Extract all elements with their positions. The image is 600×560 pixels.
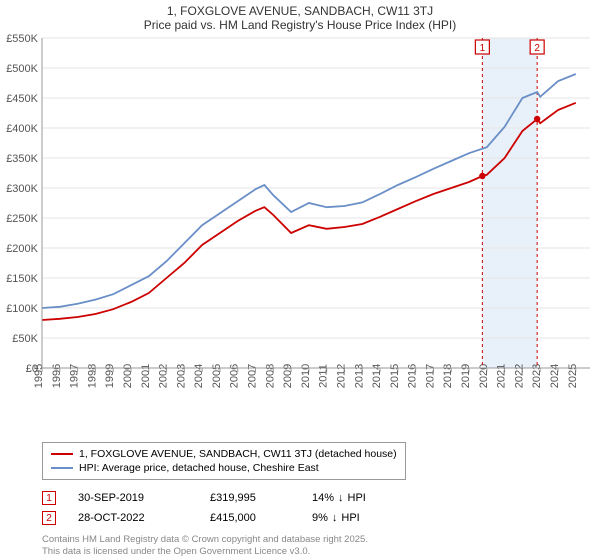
svg-text:2018: 2018 [442, 364, 454, 388]
svg-text:£300K: £300K [6, 183, 38, 195]
svg-text:£450K: £450K [6, 93, 38, 105]
chart-title-address: 1, FOXGLOVE AVENUE, SANDBACH, CW11 3TJ [0, 4, 600, 18]
svg-text:£500K: £500K [6, 63, 38, 75]
svg-text:2007: 2007 [247, 364, 259, 388]
sale-rows: 1 30-SEP-2019 £319,995 14% ↓ HPI 2 28-OC… [42, 488, 590, 528]
sale-delta: 14% ↓ HPI [312, 492, 366, 504]
chart-title-subtitle: Price paid vs. HM Land Registry's House … [0, 18, 600, 32]
svg-text:2012: 2012 [335, 364, 347, 388]
legend-row: HPI: Average price, detached house, Ches… [51, 461, 397, 475]
chart: £0£50K£100K£150K£200K£250K£300K£350K£400… [42, 38, 590, 398]
svg-text:2009: 2009 [282, 364, 294, 388]
legend-box: 1, FOXGLOVE AVENUE, SANDBACH, CW11 3TJ (… [42, 442, 406, 480]
legend-label: 1, FOXGLOVE AVENUE, SANDBACH, CW11 3TJ (… [79, 448, 397, 460]
svg-text:£550K: £550K [6, 33, 38, 45]
sale-row: 2 28-OCT-2022 £415,000 9% ↓ HPI [42, 508, 590, 528]
footnote: Contains HM Land Registry data © Crown c… [42, 534, 590, 558]
sale-price: £415,000 [210, 512, 290, 524]
sale-date: 28-OCT-2022 [78, 512, 188, 524]
svg-text:2005: 2005 [211, 364, 223, 388]
svg-text:2014: 2014 [371, 364, 383, 388]
sale-date: 30-SEP-2019 [78, 492, 188, 504]
svg-text:£100K: £100K [6, 303, 38, 315]
svg-text:2016: 2016 [407, 364, 419, 388]
svg-text:2008: 2008 [264, 364, 276, 388]
svg-text:1995: 1995 [33, 364, 45, 388]
svg-text:2001: 2001 [140, 364, 152, 388]
svg-text:2021: 2021 [496, 364, 508, 388]
svg-text:2025: 2025 [567, 364, 579, 388]
svg-text:2023: 2023 [531, 364, 543, 388]
svg-text:£400K: £400K [6, 123, 38, 135]
svg-text:1: 1 [480, 43, 486, 54]
svg-text:2004: 2004 [193, 364, 205, 388]
legend-block: 1, FOXGLOVE AVENUE, SANDBACH, CW11 3TJ (… [42, 442, 590, 558]
svg-text:1997: 1997 [69, 364, 81, 388]
svg-text:2013: 2013 [353, 364, 365, 388]
svg-text:£350K: £350K [6, 153, 38, 165]
legend-swatch [51, 467, 73, 469]
svg-text:2024: 2024 [549, 364, 561, 388]
svg-text:2: 2 [534, 43, 540, 54]
chart-svg: £0£50K£100K£150K£200K£250K£300K£350K£400… [42, 38, 590, 398]
svg-text:2015: 2015 [389, 364, 401, 388]
sale-delta: 9% ↓ HPI [312, 512, 360, 524]
svg-text:2017: 2017 [424, 364, 436, 388]
legend-label: HPI: Average price, detached house, Ches… [79, 462, 319, 474]
svg-text:2006: 2006 [229, 364, 241, 388]
sale-price: £319,995 [210, 492, 290, 504]
svg-text:2020: 2020 [478, 364, 490, 388]
svg-text:1998: 1998 [86, 364, 98, 388]
svg-text:£250K: £250K [6, 213, 38, 225]
sale-marker: 1 [42, 491, 56, 505]
svg-text:1996: 1996 [51, 364, 63, 388]
svg-text:£200K: £200K [6, 243, 38, 255]
arrow-down-icon: ↓ [338, 492, 344, 504]
svg-text:1999: 1999 [104, 364, 116, 388]
svg-text:£150K: £150K [6, 273, 38, 285]
svg-text:£50K: £50K [12, 333, 38, 345]
sale-row: 1 30-SEP-2019 £319,995 14% ↓ HPI [42, 488, 590, 508]
svg-text:2000: 2000 [122, 364, 134, 388]
svg-text:2010: 2010 [300, 364, 312, 388]
legend-row: 1, FOXGLOVE AVENUE, SANDBACH, CW11 3TJ (… [51, 447, 397, 461]
svg-text:2019: 2019 [460, 364, 472, 388]
arrow-down-icon: ↓ [332, 512, 338, 524]
svg-text:2002: 2002 [158, 364, 170, 388]
svg-text:2022: 2022 [513, 364, 525, 388]
svg-text:2003: 2003 [175, 364, 187, 388]
sale-marker: 2 [42, 511, 56, 525]
legend-swatch [51, 453, 73, 455]
